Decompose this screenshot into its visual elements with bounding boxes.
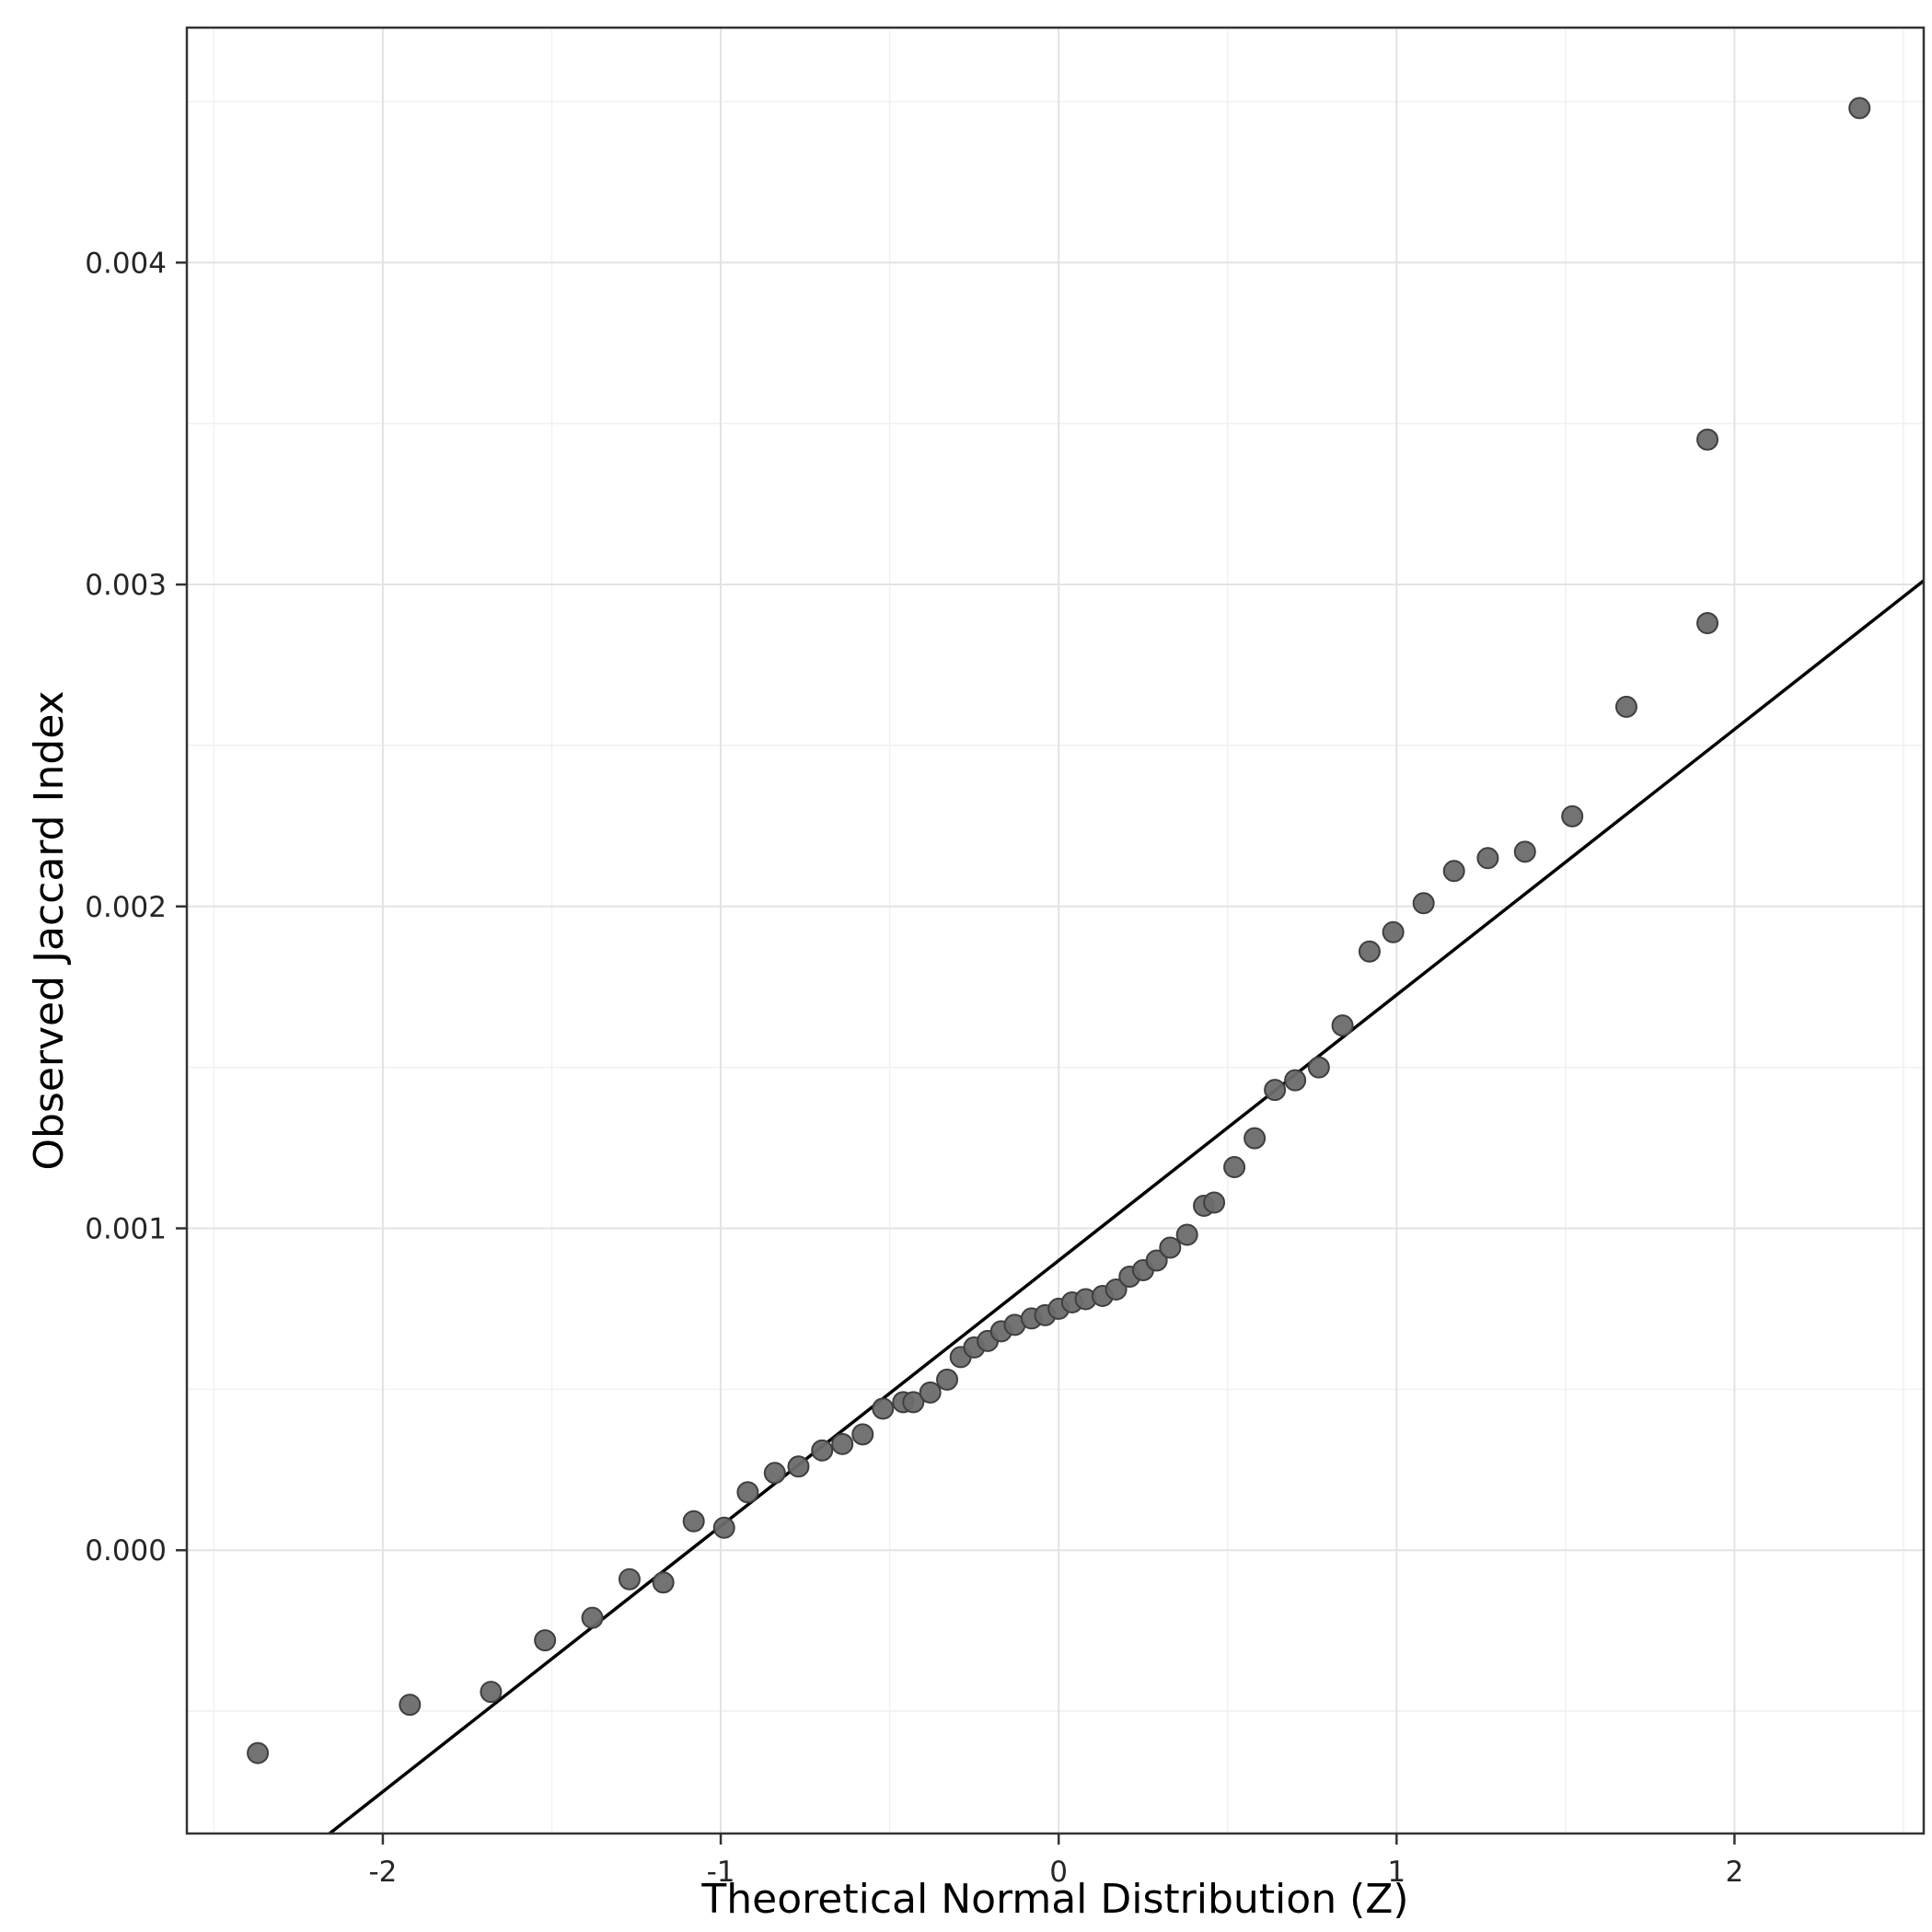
data-point: [1412, 892, 1435, 915]
x-tick-label: 1: [1387, 1856, 1406, 1889]
panel-border: [185, 26, 1926, 1835]
x-tick-label: 0: [1049, 1856, 1068, 1889]
data-point: [712, 1516, 735, 1539]
data-point: [1358, 940, 1381, 963]
data-point: [1848, 97, 1871, 120]
x-tick-label: -1: [707, 1856, 735, 1889]
data-point: [399, 1694, 422, 1717]
plot-panel: [187, 28, 1924, 1834]
data-point: [1159, 1236, 1182, 1259]
data-point: [936, 1368, 959, 1391]
x-tick-label: -2: [368, 1856, 397, 1889]
data-point: [1696, 428, 1719, 451]
x-tick-label: 2: [1726, 1856, 1744, 1889]
data-point: [1264, 1079, 1287, 1102]
data-point: [1382, 920, 1405, 943]
data-point: [1105, 1278, 1128, 1301]
data-point: [851, 1423, 874, 1446]
data-point: [1175, 1223, 1198, 1246]
data-point: [1145, 1249, 1168, 1272]
data-point: [682, 1510, 705, 1533]
data-point: [1696, 612, 1719, 635]
data-point: [1223, 1156, 1246, 1179]
data-point: [831, 1432, 854, 1455]
data-point: [1203, 1191, 1226, 1214]
data-point: [902, 1391, 925, 1414]
data-point: [652, 1571, 675, 1594]
data-point: [787, 1455, 810, 1478]
y-axis-title: Observed Jaccard Index: [26, 690, 73, 1171]
data-point: [618, 1568, 641, 1591]
data-point: [1561, 804, 1584, 827]
data-point: [763, 1462, 786, 1485]
data-point: [1442, 860, 1465, 883]
data-point: [1331, 1014, 1354, 1037]
data-point: [1307, 1056, 1330, 1079]
y-tick-label: 0.001: [85, 1213, 167, 1246]
data-point: [1284, 1069, 1307, 1092]
data-point: [1244, 1127, 1267, 1150]
data-point: [480, 1681, 503, 1704]
data-point: [919, 1381, 942, 1404]
data-point: [581, 1606, 604, 1629]
data-point: [1513, 840, 1536, 863]
data-point: [534, 1629, 557, 1652]
data-point: [736, 1481, 759, 1504]
y-tick-label: 0.003: [85, 569, 167, 602]
data-point: [1614, 695, 1637, 718]
y-tick-label: 0.000: [85, 1534, 167, 1568]
y-tick-label: 0.002: [85, 891, 167, 924]
x-axis-title: Theoretical Normal Distribution (Z): [701, 1876, 1409, 1923]
data-point: [1476, 847, 1499, 870]
data-point: [811, 1439, 834, 1462]
y-tick-label: 0.004: [85, 247, 167, 280]
data-point: [247, 1741, 270, 1764]
data-point: [872, 1397, 895, 1420]
